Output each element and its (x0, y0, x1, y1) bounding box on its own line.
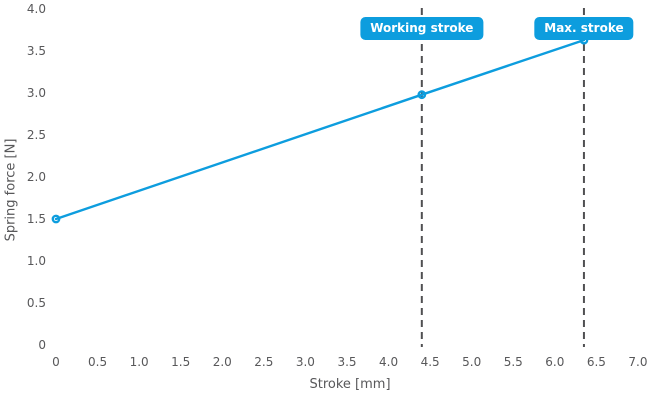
x-tick-label: 0.5 (88, 355, 108, 369)
x-tick-label: 6.0 (545, 355, 565, 369)
data-point-marker (51, 214, 61, 224)
x-tick-label: 5.5 (503, 355, 523, 369)
x-tick-label: 4.0 (379, 355, 399, 369)
x-tick-label: 0 (52, 355, 60, 369)
y-tick-label: 3.0 (26, 86, 46, 100)
x-axis-title: Stroke [mm] (309, 377, 391, 392)
x-tick-label: 3.5 (337, 355, 357, 369)
x-tick-label: 1.0 (129, 355, 149, 369)
x-tick-label: 5.0 (462, 355, 482, 369)
spring-characteristic-line (54, 38, 586, 221)
y-tick-label: 2.0 (26, 170, 46, 184)
y-tick-label: 0.5 (26, 296, 46, 310)
max-stroke-badge: Max. stroke (534, 17, 634, 40)
x-tick-label: 4.5 (420, 355, 440, 369)
working-stroke-badge: Working stroke (360, 17, 484, 40)
y-tick-label: 1.5 (26, 212, 46, 226)
y-tick-label: 0 (38, 338, 46, 352)
x-tick-label: 7.0 (628, 355, 648, 369)
x-tick-label: 2.5 (254, 355, 274, 369)
y-tick-label: 3.5 (26, 44, 46, 58)
x-tick-label: 1.5 (171, 355, 191, 369)
y-tick-label: 1.0 (26, 254, 46, 268)
y-tick-label: 2.5 (26, 128, 46, 142)
y-tick-label: 4.0 (26, 2, 46, 16)
x-tick-label: 2.0 (212, 355, 232, 369)
x-tick-label: 6.5 (586, 355, 606, 369)
x-tick-label: 3.0 (295, 355, 315, 369)
data-point-marker (417, 90, 427, 100)
